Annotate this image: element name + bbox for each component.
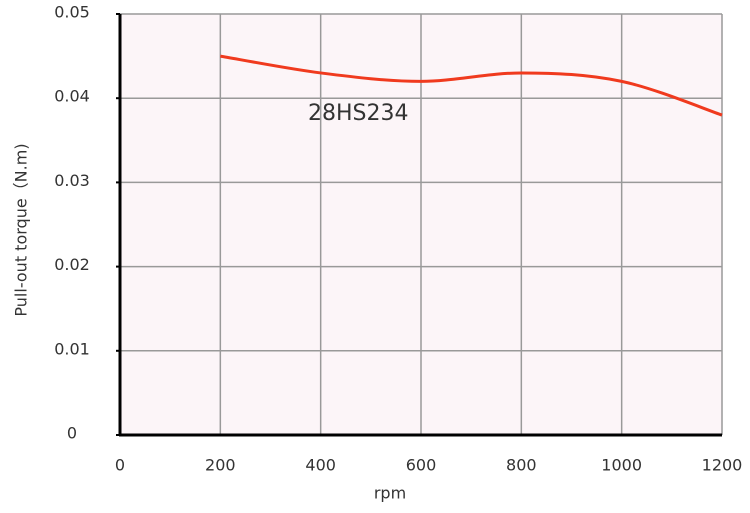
series-label: 28HS234: [308, 101, 409, 126]
x-tick-label: 400: [305, 456, 336, 475]
x-axis-label: rpm: [374, 484, 406, 503]
x-tick-label: 600: [406, 456, 437, 475]
x-tick-label: 800: [506, 456, 537, 475]
y-tick-label: 0.04: [54, 87, 90, 106]
line: [220, 54, 723, 117]
y-tick-label: 0: [67, 424, 77, 443]
x-tick-label: 0: [115, 456, 125, 475]
y-tick-label: 0.02: [54, 255, 90, 274]
x-tick-label: 1200: [702, 456, 743, 475]
x-tick-label: 1000: [601, 456, 642, 475]
y-tick-label: 0.03: [54, 171, 90, 190]
y-axis-label: Pull-out torque（N.m): [12, 143, 31, 316]
y-tick-label: 0.05: [54, 3, 90, 22]
y-tick-label: 0.01: [54, 339, 90, 358]
x-tick-label: 200: [205, 456, 236, 475]
